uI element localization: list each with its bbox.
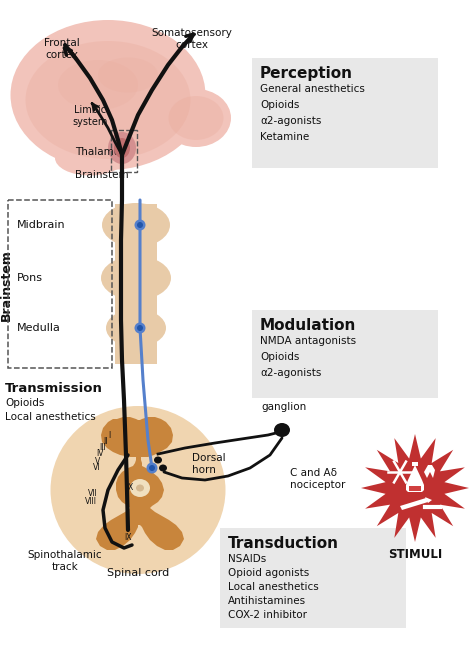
Ellipse shape [137, 325, 143, 331]
Ellipse shape [10, 20, 206, 170]
Text: Brainstem: Brainstem [75, 170, 128, 180]
Polygon shape [409, 486, 421, 491]
Text: Dorsal
root
ganglion: Dorsal root ganglion [261, 378, 307, 412]
Text: VIII: VIII [85, 498, 97, 507]
Text: C and Aδ
nociceptor: C and Aδ nociceptor [290, 468, 346, 490]
Bar [252, 310, 438, 398]
Text: VI: VI [93, 463, 101, 472]
Text: VII: VII [88, 490, 98, 498]
Ellipse shape [108, 132, 136, 164]
Ellipse shape [101, 256, 171, 300]
Ellipse shape [98, 58, 158, 93]
Polygon shape [430, 505, 440, 508]
Text: Opioids: Opioids [260, 100, 300, 110]
Ellipse shape [161, 89, 231, 147]
Ellipse shape [135, 322, 146, 333]
Polygon shape [400, 498, 428, 510]
Polygon shape [424, 465, 435, 478]
Text: Frontal
cortex: Frontal cortex [44, 38, 80, 60]
Text: Opioids: Opioids [260, 352, 300, 362]
Ellipse shape [55, 140, 125, 175]
Ellipse shape [137, 222, 143, 228]
Text: Antihistamines: Antihistamines [228, 596, 306, 606]
Polygon shape [425, 497, 432, 503]
Ellipse shape [114, 138, 130, 158]
Polygon shape [361, 434, 469, 542]
Text: Ketamine: Ketamine [260, 132, 309, 142]
Ellipse shape [58, 60, 138, 110]
Text: General anesthetics: General anesthetics [260, 84, 365, 94]
Text: Midbrain: Midbrain [17, 220, 65, 230]
Text: Limbic
system: Limbic system [73, 105, 108, 127]
Text: Opioid agonists: Opioid agonists [228, 568, 309, 578]
Bar [252, 58, 438, 168]
Polygon shape [96, 417, 184, 550]
Text: Thalamus: Thalamus [75, 147, 126, 157]
Ellipse shape [106, 309, 166, 347]
Text: Pons: Pons [17, 273, 43, 283]
Text: α2-agonists: α2-agonists [260, 368, 321, 378]
Text: STIMULI: STIMULI [388, 548, 442, 561]
Text: COX-2 inhibitor: COX-2 inhibitor [228, 610, 307, 620]
Text: IX: IX [124, 534, 132, 542]
Bar [220, 528, 406, 628]
Text: Opioids: Opioids [5, 398, 45, 408]
Ellipse shape [146, 463, 157, 474]
Bar [111, 130, 137, 172]
Text: Perception: Perception [260, 66, 353, 81]
Bar [115, 204, 157, 364]
Text: Spinothalamic
track: Spinothalamic track [27, 550, 102, 571]
Text: V: V [95, 457, 100, 465]
Ellipse shape [26, 41, 191, 159]
Ellipse shape [102, 203, 170, 247]
Text: III: III [100, 443, 106, 452]
Text: Brainstem: Brainstem [0, 249, 12, 321]
Ellipse shape [274, 423, 290, 437]
Text: NSAIDs: NSAIDs [228, 554, 266, 564]
Text: I: I [108, 432, 110, 441]
Text: NMDA antagonists: NMDA antagonists [260, 336, 356, 346]
Ellipse shape [159, 465, 167, 472]
Ellipse shape [154, 457, 162, 463]
Text: II: II [104, 437, 108, 446]
Text: IV: IV [96, 450, 104, 459]
Ellipse shape [135, 219, 146, 230]
Ellipse shape [149, 465, 155, 471]
Text: Dorsal
horn: Dorsal horn [192, 453, 226, 475]
Text: Local anesthetics: Local anesthetics [5, 412, 96, 422]
Polygon shape [412, 462, 418, 466]
Text: Local anesthetics: Local anesthetics [228, 582, 319, 592]
Bar [8, 200, 112, 368]
Text: Spinal cord: Spinal cord [107, 568, 169, 578]
Text: Medulla: Medulla [17, 323, 61, 333]
Text: X: X [128, 483, 133, 492]
Text: α2-agonists: α2-agonists [260, 116, 321, 126]
Text: Modulation: Modulation [260, 318, 356, 333]
Text: Transmission: Transmission [5, 382, 103, 395]
Ellipse shape [168, 96, 224, 140]
Text: Somatosensory
cortex: Somatosensory cortex [152, 28, 232, 50]
Ellipse shape [51, 406, 226, 574]
Ellipse shape [130, 479, 150, 497]
Polygon shape [406, 465, 424, 492]
Ellipse shape [136, 485, 144, 492]
Text: Transduction: Transduction [228, 536, 339, 551]
